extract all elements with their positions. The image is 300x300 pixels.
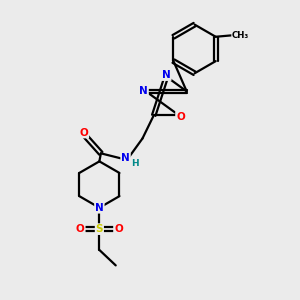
Text: O: O <box>176 112 185 122</box>
Text: S: S <box>96 224 103 234</box>
Text: O: O <box>114 224 123 234</box>
Text: O: O <box>80 128 88 137</box>
Text: N: N <box>95 203 104 213</box>
Text: N: N <box>121 153 130 164</box>
Text: H: H <box>131 159 139 168</box>
Text: CH₃: CH₃ <box>232 31 249 40</box>
Text: N: N <box>162 70 171 80</box>
Text: O: O <box>76 224 85 234</box>
Text: N: N <box>139 86 148 96</box>
